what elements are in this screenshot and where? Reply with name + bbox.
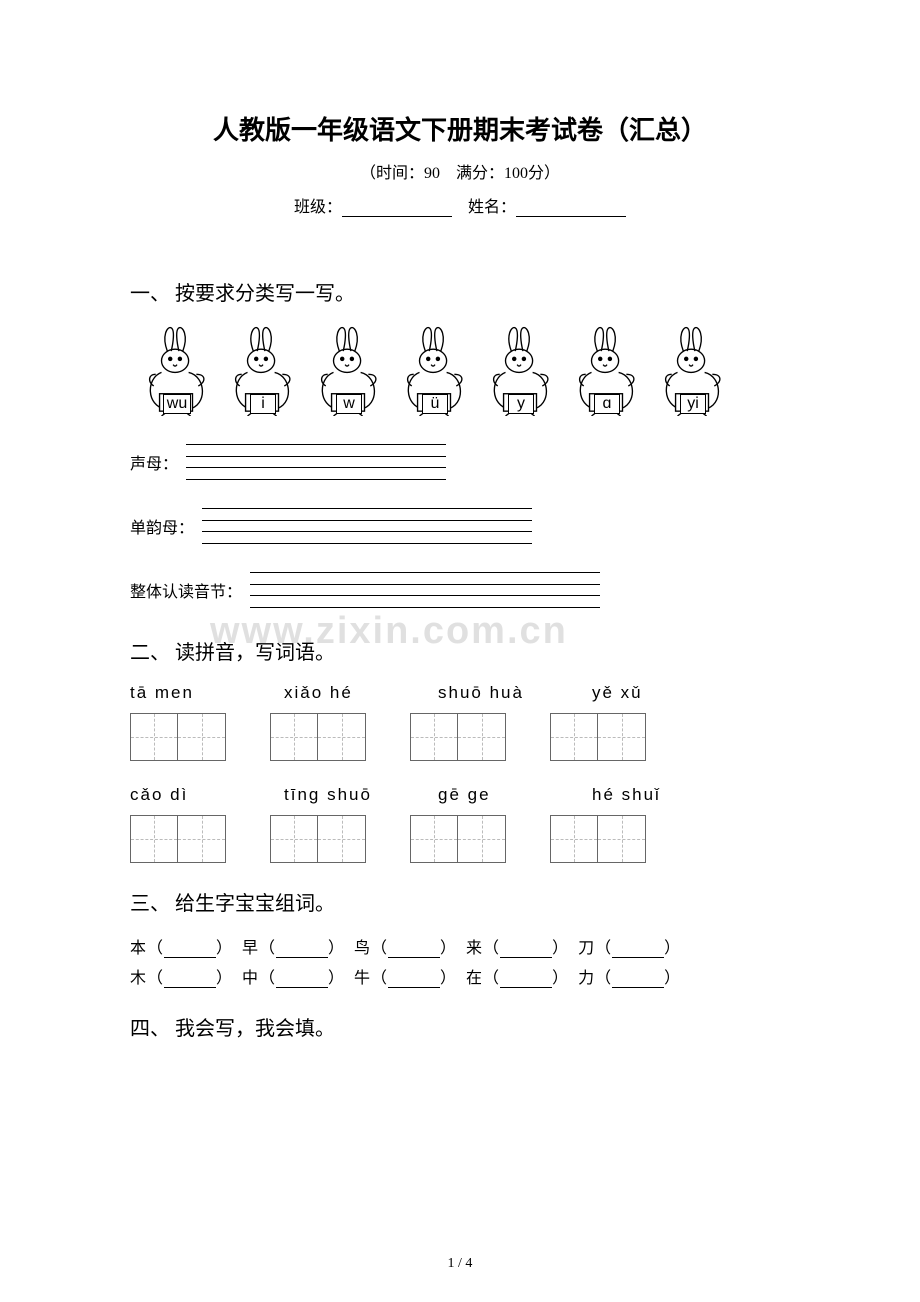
- pinyin: gē ge: [438, 785, 568, 805]
- pinyin: hé shuǐ: [592, 785, 722, 805]
- rabbit-item: yi: [654, 324, 732, 414]
- pinyin: xiǎo hé: [284, 683, 414, 703]
- answer-box-yunmu[interactable]: [202, 508, 532, 544]
- q1-heading: 一、 按要求分类写一写。: [130, 277, 790, 306]
- page-subtitle: （时间：90 满分：100分）: [130, 159, 790, 183]
- name-label: 姓名：: [468, 199, 516, 216]
- pinyin: shuō huà: [438, 683, 568, 703]
- q3-heading: 三、 给生字宝宝组词。: [130, 887, 790, 916]
- tianzige-pair[interactable]: [550, 815, 646, 863]
- rabbit-item: w: [310, 324, 388, 414]
- fill-blank[interactable]: [612, 974, 664, 988]
- rabbit-label: y: [508, 394, 534, 414]
- rabbit-item: wu: [138, 324, 216, 414]
- rabbit-item: y: [482, 324, 560, 414]
- q2-heading: 二、 读拼音，写词语。: [130, 636, 790, 665]
- pinyin: tīng shuō: [284, 785, 414, 805]
- tianzige-pair[interactable]: [410, 713, 506, 761]
- answer-box-shengmu[interactable]: [186, 444, 446, 480]
- cat-label-yunmu: 单韵母：: [130, 514, 194, 538]
- tianzige-pair[interactable]: [130, 815, 226, 863]
- fill-blank[interactable]: [276, 974, 328, 988]
- q4-heading: 四、 我会写，我会填。: [130, 1012, 790, 1041]
- fill-blank[interactable]: [276, 944, 328, 958]
- q2-box-row1: [130, 713, 790, 761]
- fill-blank[interactable]: [388, 944, 440, 958]
- pinyin: cǎo dì: [130, 785, 260, 805]
- class-blank[interactable]: [342, 201, 452, 217]
- q1-cat3: 整体认读音节：: [130, 572, 790, 608]
- answer-box-zhengti[interactable]: [250, 572, 600, 608]
- pinyin: yě xǔ: [592, 683, 722, 703]
- cat-label-zhengti: 整体认读音节：: [130, 578, 242, 602]
- rabbit-label: ɑ: [594, 394, 620, 414]
- tianzige-pair[interactable]: [550, 713, 646, 761]
- q2-pinyin-row1: tā men xiǎo hé shuō huà yě xǔ: [130, 683, 790, 703]
- rabbit-item: i: [224, 324, 302, 414]
- fill-blank[interactable]: [500, 944, 552, 958]
- rabbit-label: i: [250, 394, 276, 414]
- fill-blank[interactable]: [164, 974, 216, 988]
- q3-line2: 木（） 中（） 牛（） 在（） 力（）: [130, 964, 790, 988]
- tianzige-pair[interactable]: [410, 815, 506, 863]
- fill-blank[interactable]: [612, 944, 664, 958]
- q3-line1: 本（） 早（） 鸟（） 来（） 刀（）: [130, 934, 790, 958]
- rabbit-label: wu: [163, 394, 191, 414]
- rabbit-item: ɑ: [568, 324, 646, 414]
- rabbit-item: ü: [396, 324, 474, 414]
- rabbit-label: yi: [680, 394, 706, 414]
- q2-pinyin-row2: cǎo dì tīng shuō gē ge hé shuǐ: [130, 785, 790, 805]
- rabbit-label: ü: [422, 394, 448, 414]
- tianzige-pair[interactable]: [130, 713, 226, 761]
- page-footer: 1 / 4: [0, 1256, 920, 1272]
- page-title: 人教版一年级语文下册期末考试卷（汇总）: [130, 110, 790, 147]
- tianzige-pair[interactable]: [270, 713, 366, 761]
- cat-label-shengmu: 声母：: [130, 450, 178, 474]
- q1-cat1: 声母：: [130, 444, 790, 480]
- fill-blank[interactable]: [164, 944, 216, 958]
- fill-blank[interactable]: [388, 974, 440, 988]
- q1-cat2: 单韵母：: [130, 508, 790, 544]
- tianzige-pair[interactable]: [270, 815, 366, 863]
- rabbit-row: wu i w: [138, 324, 790, 414]
- info-line: 班级： 姓名：: [130, 193, 790, 217]
- pinyin: tā men: [130, 683, 260, 703]
- q2-box-row2: [130, 815, 790, 863]
- fill-blank[interactable]: [500, 974, 552, 988]
- name-blank[interactable]: [516, 201, 626, 217]
- rabbit-label: w: [336, 394, 362, 414]
- class-label: 班级：: [294, 199, 342, 216]
